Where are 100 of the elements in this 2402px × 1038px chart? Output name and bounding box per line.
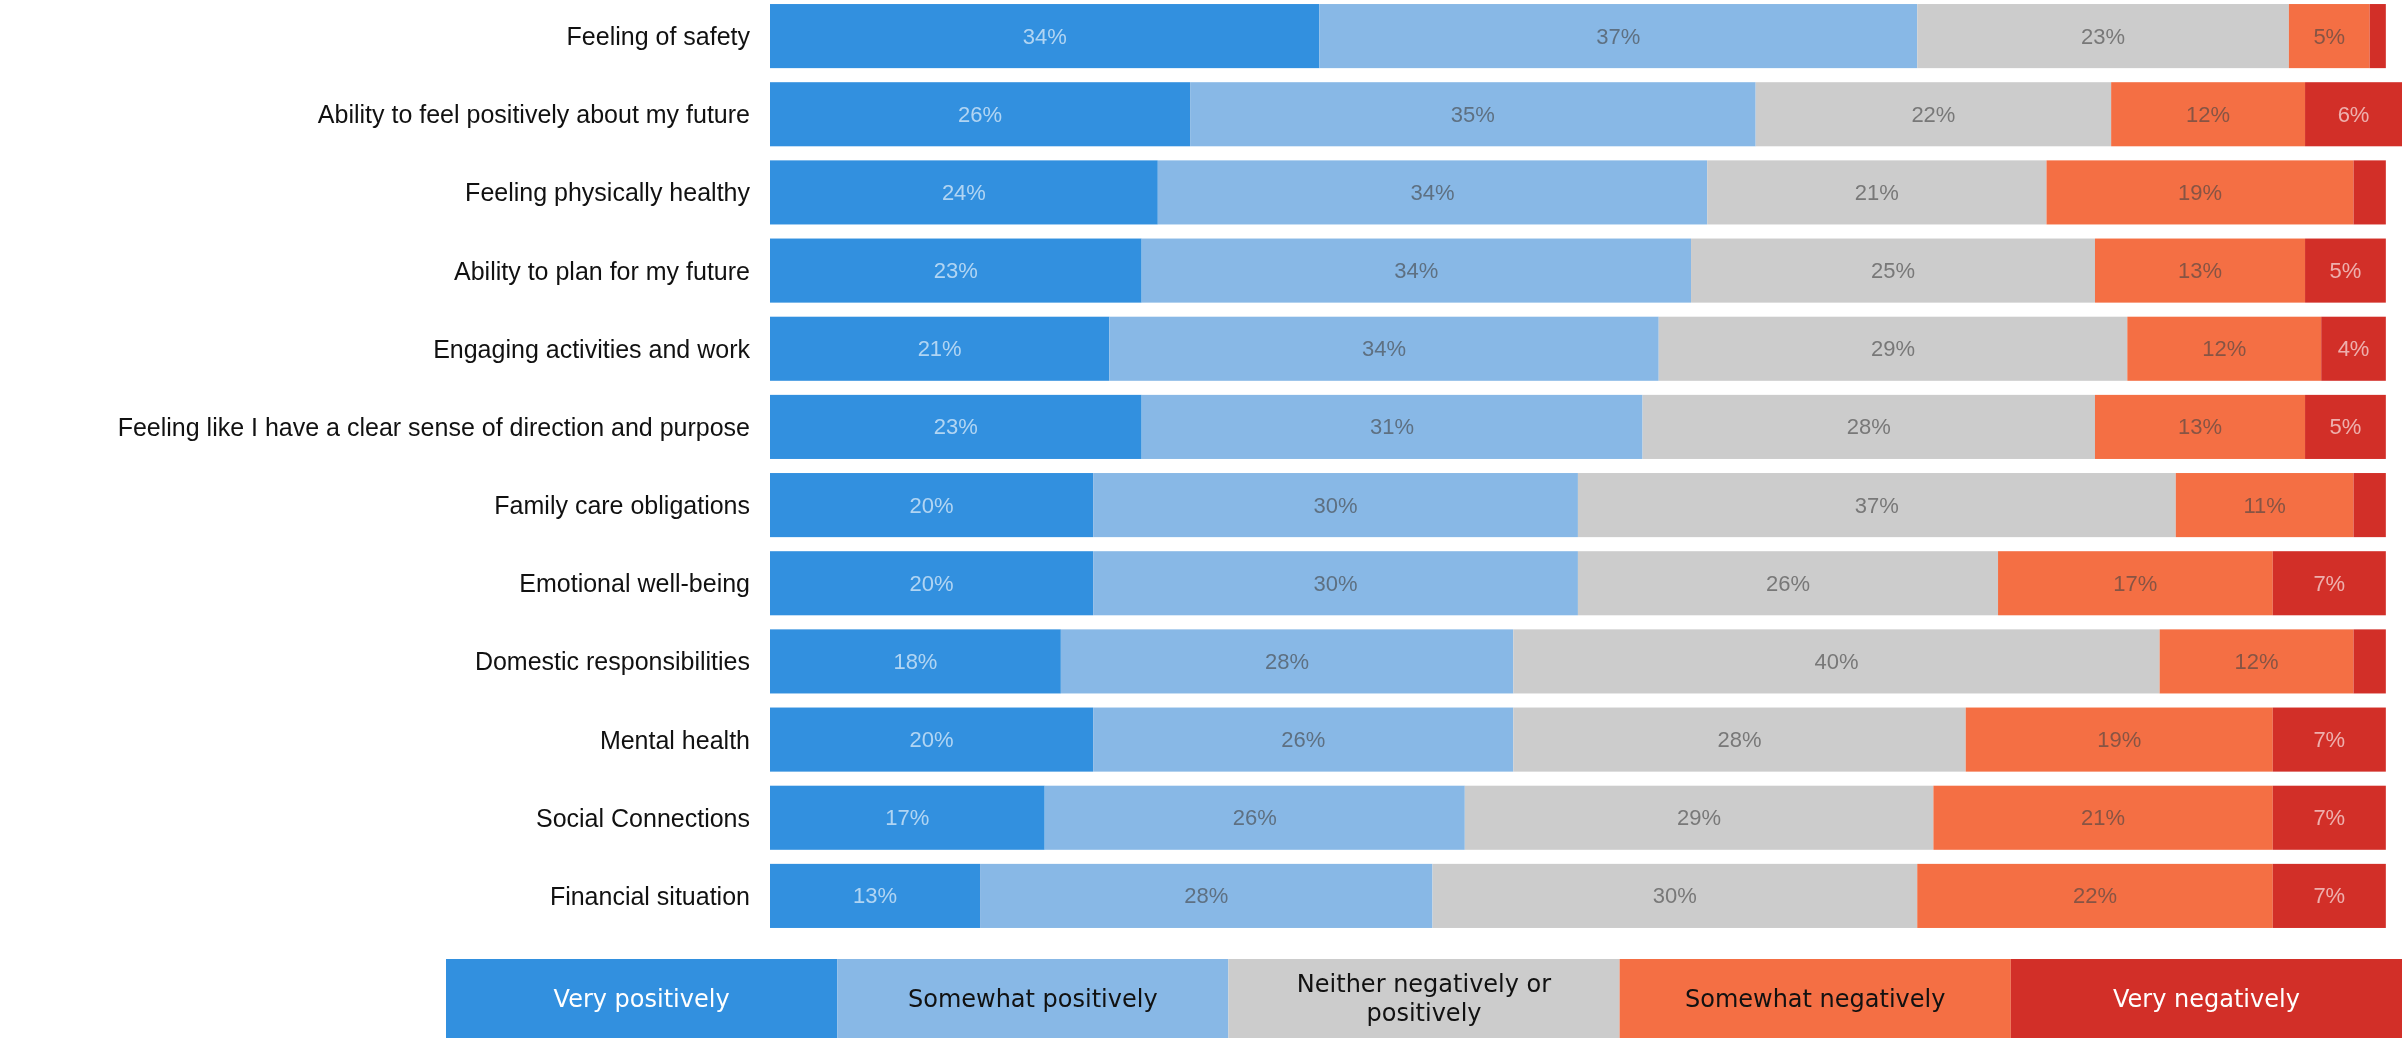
- data-label: 6%: [2337, 101, 2370, 127]
- bar: [1965, 707, 2273, 772]
- bar: [2305, 82, 2402, 147]
- data-label: 37%: [1596, 23, 1641, 49]
- bar: [2369, 4, 2386, 69]
- data-label: 5%: [2313, 23, 2346, 49]
- data-label: 26%: [958, 101, 1003, 127]
- bar: [1141, 394, 1643, 459]
- data-label: 23%: [933, 258, 978, 284]
- bar: [2094, 238, 2306, 303]
- bar: [2159, 629, 2354, 694]
- data-label: 35%: [1450, 101, 1495, 127]
- bar: [1093, 473, 1578, 538]
- bar: [770, 160, 1158, 225]
- data-label: 22%: [2072, 883, 2118, 909]
- bar: [1319, 4, 1918, 69]
- y-tick-label: Feeling physically healthy: [465, 178, 751, 207]
- bar: [2175, 473, 2354, 538]
- bar: [1917, 4, 2289, 69]
- bar: [2272, 785, 2386, 850]
- bar: [2288, 4, 2370, 69]
- data-label: 26%: [1232, 805, 1277, 831]
- bar: [1093, 707, 1514, 772]
- data-label: 20%: [909, 570, 954, 596]
- bar: [1513, 707, 1966, 772]
- y-tick-label: Ability to plan for my future: [454, 256, 750, 285]
- bar: [2046, 160, 2354, 225]
- bar: [1755, 82, 2112, 147]
- bar: [1707, 160, 2047, 225]
- bar: [770, 238, 1142, 303]
- bar: [1933, 785, 2273, 850]
- bar: [770, 863, 981, 928]
- text: Very positively: [553, 984, 730, 1013]
- data-label: 13%: [853, 883, 898, 909]
- text: Very negatively: [2112, 984, 2300, 1013]
- data-label: 7%: [2313, 883, 2346, 909]
- bar: [770, 551, 1094, 616]
- data-label: 30%: [1313, 492, 1358, 518]
- data-label: 40%: [1814, 648, 1859, 674]
- bar: [2305, 238, 2386, 303]
- data-label: 19%: [2178, 179, 2223, 205]
- bar: [1157, 160, 1708, 225]
- bar: [1060, 629, 1514, 694]
- bar: [2111, 82, 2306, 147]
- data-label: 23%: [933, 414, 978, 440]
- data-label: 20%: [909, 492, 954, 518]
- data-label: 21%: [2081, 805, 2126, 831]
- bar: [1513, 629, 2160, 694]
- bar: [1093, 551, 1578, 616]
- bar: [1691, 238, 2095, 303]
- bar: [770, 316, 1110, 381]
- data-label: 13%: [2178, 414, 2223, 440]
- bar: [2353, 629, 2386, 694]
- bar: [1642, 394, 2095, 459]
- data-label: 29%: [1677, 805, 1722, 831]
- bar: [2321, 316, 2386, 381]
- data-label: 7%: [2313, 805, 2346, 831]
- data-label: 34%: [1410, 179, 1455, 205]
- bar: [2272, 707, 2386, 772]
- bar: [1044, 785, 1465, 850]
- bar: [1577, 551, 1999, 616]
- text: Somewhat positively: [907, 984, 1158, 1013]
- data-label: 5%: [2329, 258, 2362, 284]
- bar: [2353, 160, 2386, 225]
- series-label: Neither negatively or positively: [1296, 970, 1552, 1027]
- data-label: 30%: [1652, 883, 1697, 909]
- bar: [2272, 863, 2386, 928]
- data-label: 24%: [941, 179, 986, 205]
- data-label: 19%: [2097, 727, 2142, 753]
- bar: [2305, 394, 2386, 459]
- y-tick-label: Engaging activities and work: [433, 334, 751, 363]
- data-label: 12%: [2234, 648, 2279, 674]
- y-tick-label: Ability to feel positively about my future: [317, 100, 750, 129]
- bar: [770, 785, 1045, 850]
- bar: [770, 629, 1061, 694]
- data-label: 21%: [917, 336, 962, 362]
- data-label: 37%: [1854, 492, 1899, 518]
- text: Somewhat negatively: [1684, 984, 1946, 1013]
- bar: [770, 82, 1191, 147]
- data-label: 17%: [2113, 570, 2158, 596]
- data-label: 22%: [1911, 101, 1956, 127]
- bar: [1658, 316, 2128, 381]
- bar: [1190, 82, 1756, 147]
- data-label: 34%: [1394, 258, 1439, 284]
- data-label: 31%: [1370, 414, 1415, 440]
- bar: [770, 473, 1094, 538]
- data-label: 4%: [2337, 336, 2370, 362]
- y-tick-label: Domestic responsibilities: [474, 647, 750, 676]
- bar: [1109, 316, 1659, 381]
- data-label: 17%: [885, 805, 930, 831]
- bar: [2353, 473, 2386, 538]
- data-label: 28%: [1846, 414, 1891, 440]
- y-tick-label: Emotional well-being: [519, 569, 750, 598]
- bar: [2272, 551, 2386, 616]
- data-label: 26%: [1765, 570, 1810, 596]
- data-label: 11%: [2243, 492, 2286, 518]
- y-tick-label: Mental health: [599, 725, 750, 754]
- data-label: 26%: [1281, 727, 1326, 753]
- bar: [770, 707, 1094, 772]
- bar: [980, 863, 1433, 928]
